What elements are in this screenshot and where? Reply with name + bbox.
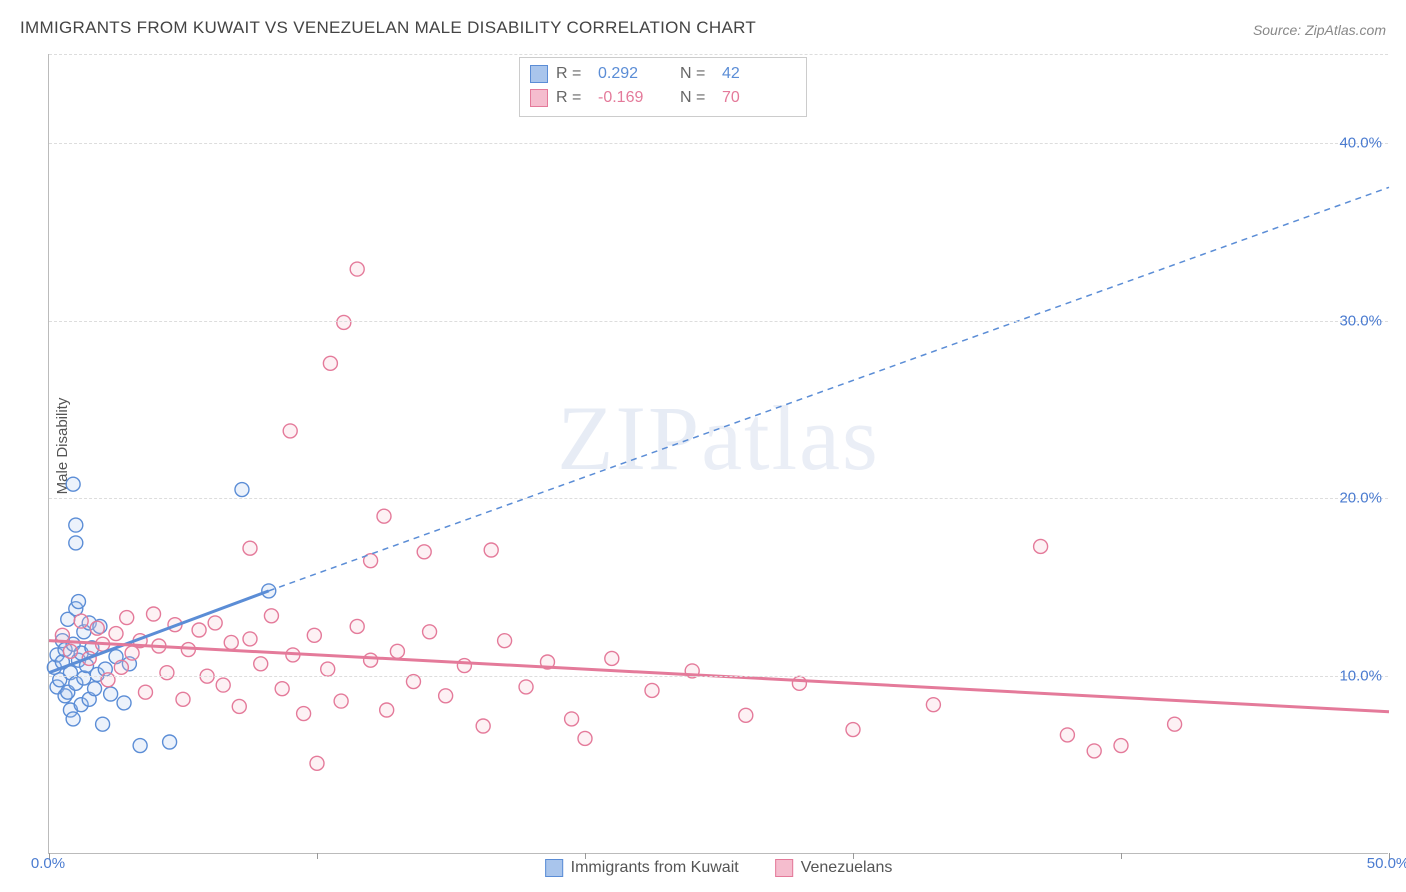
x-tick-label: 50.0% bbox=[1367, 855, 1406, 872]
data-point bbox=[147, 607, 161, 621]
data-point bbox=[484, 543, 498, 557]
chart-svg bbox=[49, 54, 1388, 853]
data-point bbox=[77, 671, 91, 685]
data-point bbox=[74, 614, 88, 628]
data-point bbox=[739, 708, 753, 722]
series-legend: Immigrants from Kuwait Venezuelans bbox=[545, 859, 893, 877]
data-point bbox=[275, 682, 289, 696]
gridline-h bbox=[49, 676, 1388, 677]
data-point bbox=[1034, 539, 1048, 553]
data-point bbox=[380, 703, 394, 717]
data-point bbox=[254, 657, 268, 671]
source-attribution: Source: ZipAtlas.com bbox=[1253, 22, 1386, 38]
data-point bbox=[63, 644, 77, 658]
data-point bbox=[364, 653, 378, 667]
data-point bbox=[101, 673, 115, 687]
data-point bbox=[71, 595, 85, 609]
x-tick bbox=[317, 853, 318, 859]
data-point bbox=[310, 756, 324, 770]
y-tick-label: 20.0% bbox=[1339, 490, 1382, 507]
plot-area: ZIPatlas R = 0.292 N = 42 R = -0.169 N =… bbox=[48, 54, 1388, 854]
data-point bbox=[578, 731, 592, 745]
data-point bbox=[163, 735, 177, 749]
data-point bbox=[323, 356, 337, 370]
chart-title: IMMIGRANTS FROM KUWAIT VS VENEZUELAN MAL… bbox=[20, 18, 756, 38]
data-point bbox=[264, 609, 278, 623]
source-link[interactable]: ZipAtlas.com bbox=[1305, 22, 1386, 38]
data-point bbox=[133, 739, 147, 753]
data-point bbox=[114, 660, 128, 674]
legend-swatch-kuwait bbox=[545, 859, 563, 877]
data-point bbox=[1087, 744, 1101, 758]
data-point bbox=[224, 635, 238, 649]
legend-label-venezuelans: Venezuelans bbox=[801, 859, 893, 877]
x-tick bbox=[853, 853, 854, 859]
data-point bbox=[792, 676, 806, 690]
data-point bbox=[334, 694, 348, 708]
gridline-h bbox=[49, 321, 1388, 322]
data-point bbox=[519, 680, 533, 694]
data-point bbox=[457, 659, 471, 673]
data-point bbox=[117, 696, 131, 710]
x-tick bbox=[1121, 853, 1122, 859]
data-point bbox=[120, 611, 134, 625]
data-point bbox=[192, 623, 206, 637]
data-point bbox=[176, 692, 190, 706]
data-point bbox=[1060, 728, 1074, 742]
data-point bbox=[208, 616, 222, 630]
data-point bbox=[88, 682, 102, 696]
data-point bbox=[476, 719, 490, 733]
y-tick-label: 40.0% bbox=[1339, 134, 1382, 151]
x-tick-label: 0.0% bbox=[31, 855, 65, 872]
data-point bbox=[439, 689, 453, 703]
data-point bbox=[66, 712, 80, 726]
data-point bbox=[216, 678, 230, 692]
data-point bbox=[109, 627, 123, 641]
source-prefix: Source: bbox=[1253, 22, 1305, 38]
data-point bbox=[125, 646, 139, 660]
data-point bbox=[1168, 717, 1182, 731]
data-point bbox=[565, 712, 579, 726]
data-point bbox=[390, 644, 404, 658]
data-point bbox=[243, 541, 257, 555]
data-point bbox=[645, 683, 659, 697]
data-point bbox=[90, 621, 104, 635]
data-point bbox=[243, 632, 257, 646]
data-point bbox=[846, 723, 860, 737]
data-point bbox=[160, 666, 174, 680]
data-point bbox=[605, 651, 619, 665]
data-point bbox=[350, 262, 364, 276]
data-point bbox=[96, 717, 110, 731]
data-point bbox=[423, 625, 437, 639]
data-point bbox=[69, 536, 83, 550]
data-point bbox=[69, 518, 83, 532]
data-point bbox=[337, 315, 351, 329]
x-tick bbox=[585, 853, 586, 859]
data-point bbox=[66, 477, 80, 491]
data-point bbox=[377, 509, 391, 523]
legend-swatch-venezuelans bbox=[775, 859, 793, 877]
data-point bbox=[1114, 739, 1128, 753]
data-point bbox=[307, 628, 321, 642]
gridline-h bbox=[49, 498, 1388, 499]
gridline-h bbox=[49, 54, 1388, 55]
data-point bbox=[138, 685, 152, 699]
data-point bbox=[232, 699, 246, 713]
data-point bbox=[235, 483, 249, 497]
legend-label-kuwait: Immigrants from Kuwait bbox=[571, 859, 739, 877]
data-point bbox=[926, 698, 940, 712]
data-point bbox=[498, 634, 512, 648]
trend-line bbox=[269, 187, 1389, 591]
data-point bbox=[283, 424, 297, 438]
y-tick-label: 10.0% bbox=[1339, 668, 1382, 685]
data-point bbox=[350, 619, 364, 633]
gridline-h bbox=[49, 143, 1388, 144]
data-point bbox=[417, 545, 431, 559]
data-point bbox=[321, 662, 335, 676]
data-point bbox=[104, 687, 118, 701]
legend-item-kuwait: Immigrants from Kuwait bbox=[545, 859, 739, 877]
legend-item-venezuelans: Venezuelans bbox=[775, 859, 893, 877]
data-point bbox=[297, 707, 311, 721]
y-tick-label: 30.0% bbox=[1339, 312, 1382, 329]
